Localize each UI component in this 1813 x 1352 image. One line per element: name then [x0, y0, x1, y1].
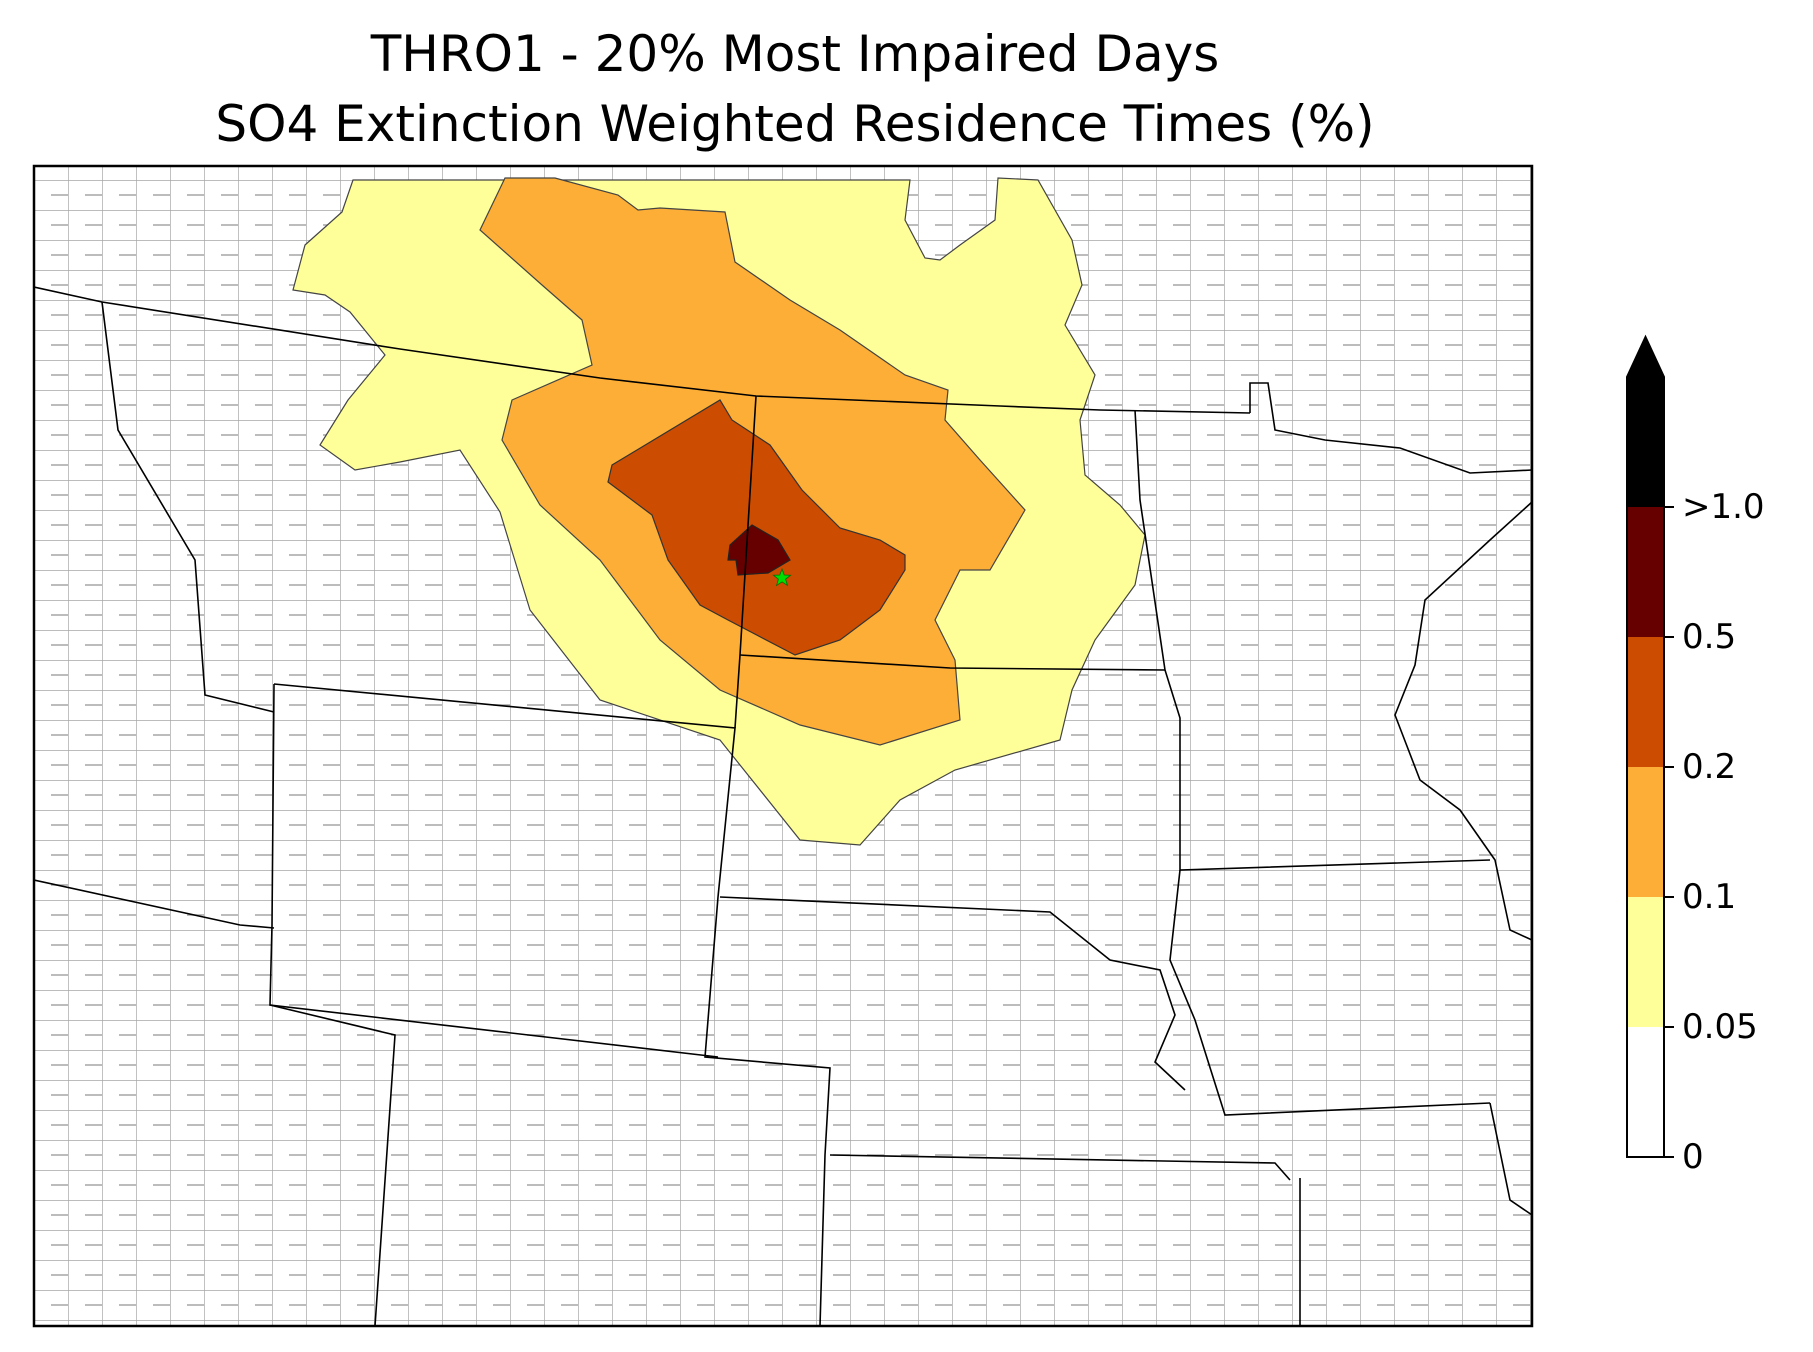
colorbar-tick-label: 0 — [1682, 1137, 1704, 1177]
state-boundaries — [34, 286, 1532, 1326]
colorbar-tick-label: 0.5 — [1682, 617, 1737, 657]
colorbar-segment — [1627, 1027, 1664, 1157]
colorbar-tick-label: 0.05 — [1682, 1007, 1758, 1047]
map-area — [34, 166, 1532, 1326]
colorbar-segment — [1627, 767, 1664, 897]
colorbar-segment — [1627, 897, 1664, 1027]
colorbar-extend-arrow — [1627, 337, 1664, 377]
map-title-line-2: SO4 Extinction Weighted Residence Times … — [215, 95, 1375, 153]
colorbar-tick-label: 0.2 — [1682, 747, 1737, 787]
colorbar-tick-label: 0.1 — [1682, 877, 1737, 917]
map-title-line-1: THRO1 - 20% Most Impaired Days — [370, 25, 1220, 83]
colorbar-segment — [1627, 507, 1664, 637]
contour-0.5 — [727, 524, 791, 576]
map-frame — [32, 164, 1534, 1328]
colorbar-segment — [1627, 637, 1664, 767]
colorbar-outline — [1626, 334, 1665, 1158]
colorbar-tick-label: >1.0 — [1682, 487, 1765, 527]
site-star-icon — [772, 567, 792, 587]
colorbar — [1626, 334, 1674, 1158]
colorbar-segment — [1627, 377, 1664, 507]
